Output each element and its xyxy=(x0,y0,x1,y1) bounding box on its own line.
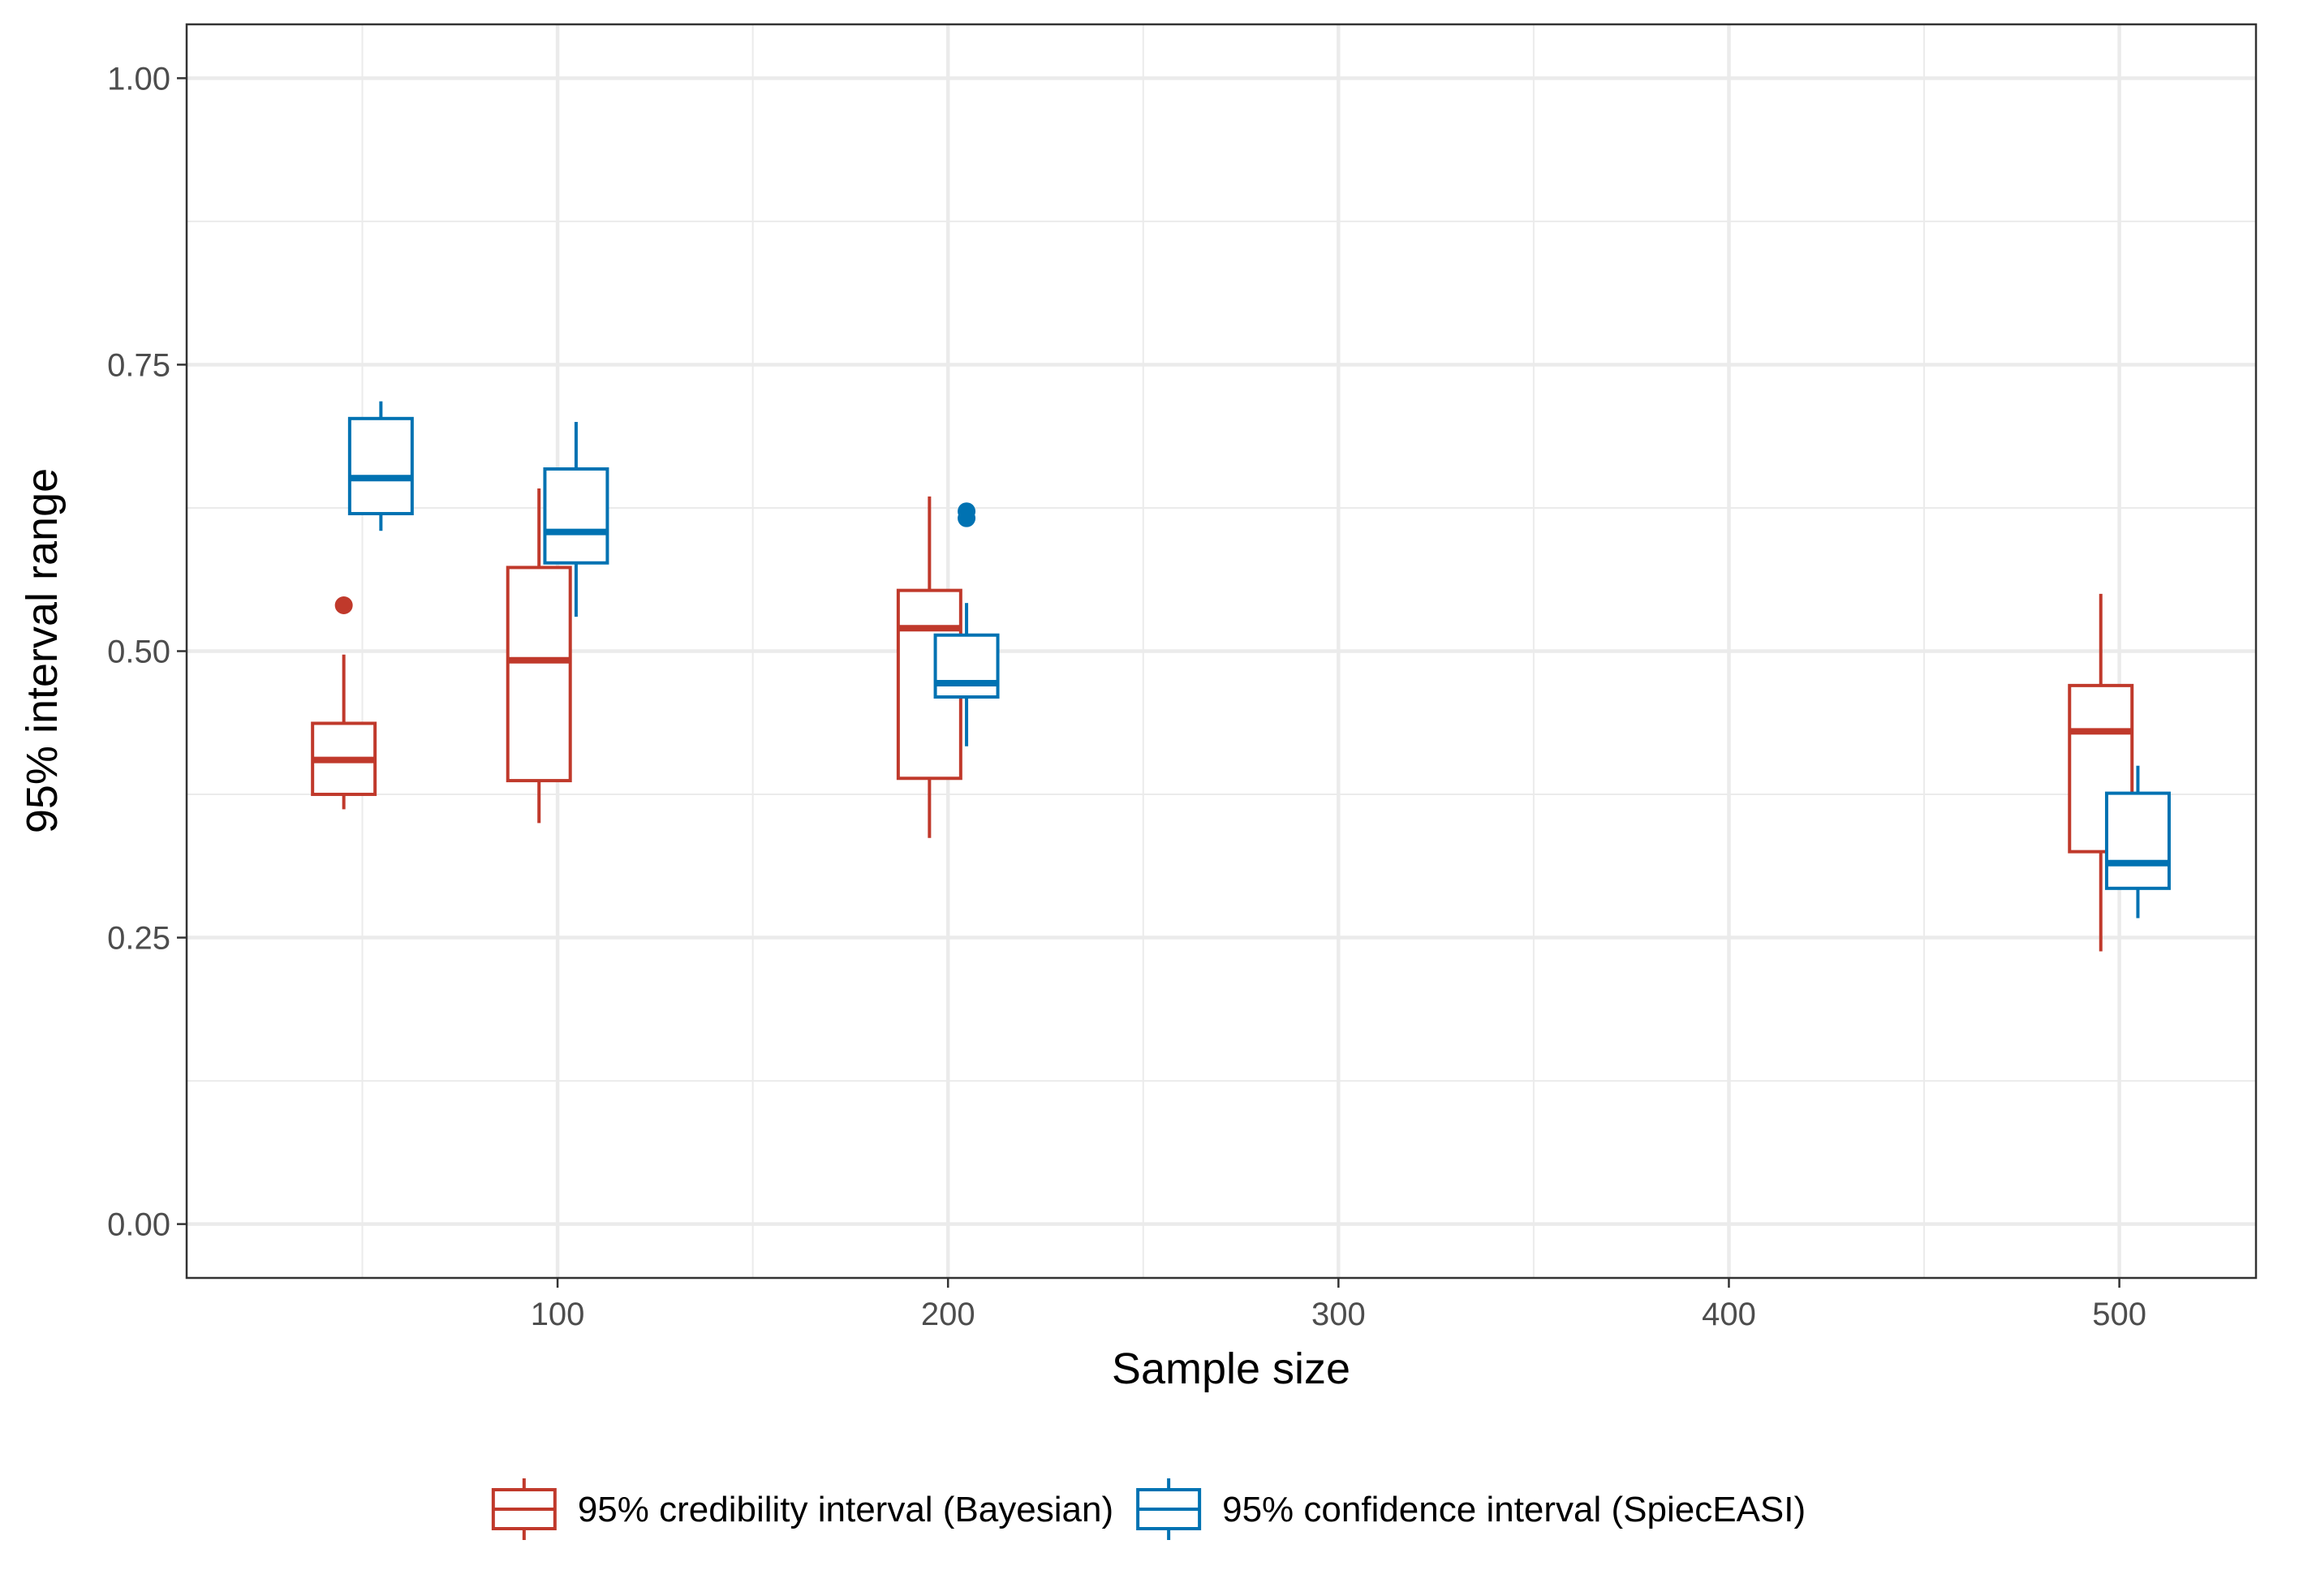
box xyxy=(2104,765,2171,918)
axes: 100 200 300 400 500 0.00 0.25 0.50 0.75 1.00 xyxy=(107,61,2146,1332)
x-axis-title: Sample size xyxy=(1112,1344,1350,1393)
outlier-point xyxy=(958,502,976,521)
box-body xyxy=(2104,791,2171,890)
x-tick-label: 300 xyxy=(1311,1297,1366,1332)
legend-item: 95% credibility interval (Bayesian) xyxy=(491,1478,1113,1540)
legend-label: 95% credibility interval (Bayesian) xyxy=(578,1490,1113,1529)
box-body xyxy=(506,566,572,783)
y-tick-label: 0.25 xyxy=(107,921,170,957)
x-tick-label: 100 xyxy=(531,1297,585,1332)
box-body xyxy=(347,416,414,516)
y-tick-label: 0.50 xyxy=(107,635,170,670)
box xyxy=(311,596,377,810)
x-tick-label: 500 xyxy=(2092,1297,2146,1332)
box xyxy=(347,401,414,531)
x-tick-label: 200 xyxy=(921,1297,975,1332)
box xyxy=(543,422,609,617)
y-tick-label: 1.00 xyxy=(107,61,170,97)
box xyxy=(933,502,1000,746)
box-body xyxy=(543,467,609,565)
outlier-point xyxy=(334,596,353,615)
y-tick-label: 0.75 xyxy=(107,347,170,383)
box-body xyxy=(933,633,1000,699)
legend-item: 95% confidence interval (SpiecEASI) xyxy=(1136,1478,1806,1540)
legend: 95% credibility interval (Bayesian) 95% c… xyxy=(491,1478,1806,1540)
y-axis-title: 95% interval range xyxy=(18,468,67,833)
legend-label: 95% confidence interval (SpiecEASI) xyxy=(1222,1490,1806,1529)
box xyxy=(506,488,572,824)
boxes xyxy=(311,401,2171,952)
x-tick-label: 400 xyxy=(1702,1297,1756,1332)
y-tick-label: 0.00 xyxy=(107,1207,170,1243)
